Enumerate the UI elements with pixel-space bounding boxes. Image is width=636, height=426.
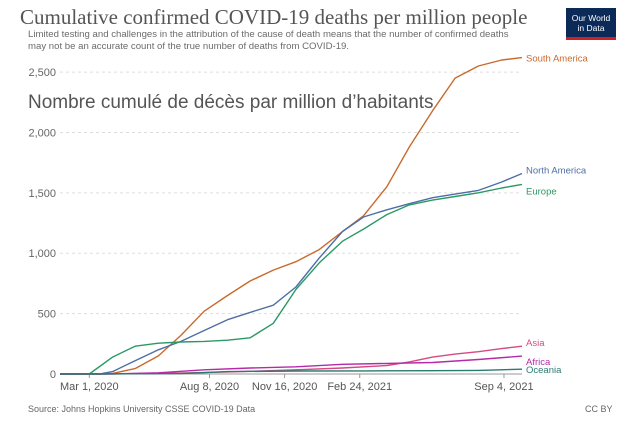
x-tick-label: Mar 1, 2020	[60, 381, 119, 393]
logo-line-2: in Data	[577, 22, 605, 33]
license-text[interactable]: CC BY	[585, 404, 613, 414]
x-tick-label: Aug 8, 2020	[180, 381, 239, 393]
subtitle-line-2: may not be an accurate count of the true…	[28, 41, 350, 52]
series-label-asia: Asia	[526, 338, 545, 349]
series-label-africa: Africa	[526, 357, 551, 368]
our-world-in-data-logo[interactable]: Our World in Data	[566, 8, 616, 40]
chart-subtitle: Limited testing and challenges in the at…	[28, 29, 558, 53]
y-tick-label: 2,500	[28, 67, 56, 79]
y-tick-label: 1,500	[28, 188, 56, 200]
series-labels: South America North America Europe Asia Afri…	[526, 54, 588, 377]
y-tick-label: 500	[38, 309, 56, 321]
series-line-south-america	[60, 56, 523, 375]
series-label-oceania: Oceania	[526, 365, 562, 376]
series-label-south-america: South America	[526, 54, 588, 65]
subtitle-line-1: Limited testing and challenges in the at…	[28, 29, 509, 40]
series-line-europe	[60, 183, 523, 375]
axes: 0 500 1,000 1,500 2,000 2,500 Mar 1, 2020 Aug 8…	[28, 67, 533, 393]
overlay-caption: Nombre cumulé de décès par million d’hab…	[28, 92, 434, 113]
x-tick-label: Sep 4, 2021	[474, 381, 533, 393]
grid-lines	[60, 71, 522, 315]
series-lines	[59, 56, 523, 375]
chart-title: Cumulative confirmed COVID-19 deaths per…	[20, 5, 528, 29]
x-tick-label: Nov 16, 2020	[252, 381, 317, 393]
logo-line-1: Our World	[571, 13, 611, 23]
y-tick-label: 2,000	[28, 127, 56, 139]
series-label-europe: Europe	[526, 186, 557, 197]
series-line-oceania	[59, 368, 523, 375]
source-text[interactable]: Source: Johns Hopkins University CSSE CO…	[28, 404, 256, 414]
series-line-north-america	[60, 172, 523, 375]
y-tick-label: 0	[50, 369, 56, 381]
x-tick-label: Feb 24, 2021	[327, 381, 392, 393]
series-label-north-america: North America	[526, 166, 587, 177]
y-tick-label: 1,000	[28, 248, 56, 260]
